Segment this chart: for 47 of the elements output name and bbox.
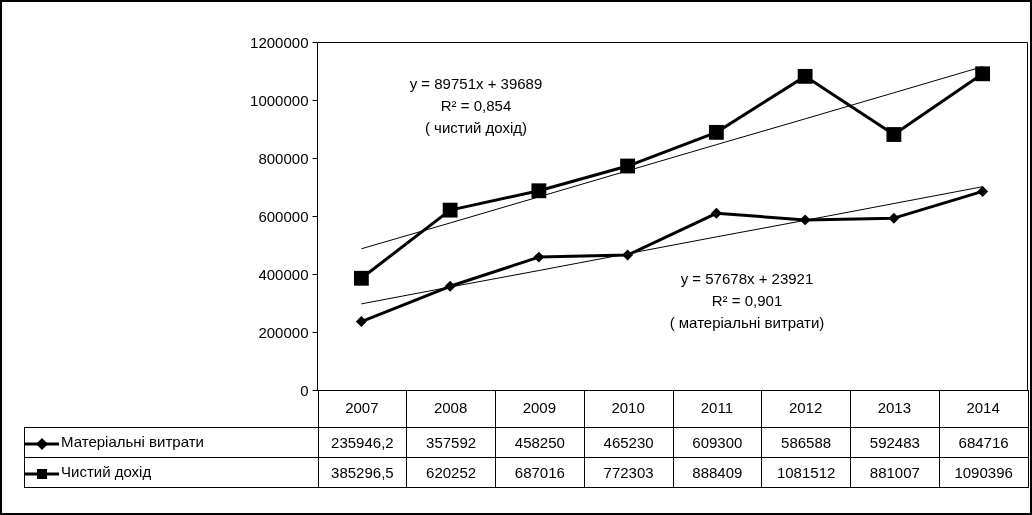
point — [977, 185, 989, 197]
data-label: 881007 — [850, 457, 940, 488]
data-label: 592483 — [850, 427, 940, 458]
x-tick-label: 2008 — [433, 398, 468, 416]
point — [533, 251, 545, 263]
data-label: 620252 — [406, 457, 496, 488]
annotation: y = 89751x + 39689 R² = 0,854 ( чистий дохід) — [409, 75, 543, 136]
point — [531, 183, 547, 199]
point — [888, 212, 900, 224]
x-tick-label: 2013 — [877, 398, 912, 416]
data-label: 684716 — [939, 427, 1028, 458]
y-tick-label: 400000 — [258, 265, 309, 283]
data-label: 687016 — [495, 457, 585, 488]
point — [886, 127, 902, 142]
x-tick-label: 2009 — [522, 398, 557, 416]
data-label: 586588 — [761, 427, 851, 458]
data-label: 465230 — [584, 427, 673, 458]
point — [442, 202, 458, 218]
data-label: 235946,2 — [318, 427, 407, 458]
data-label: 772303 — [584, 457, 673, 488]
y-tick-label: 600000 — [258, 207, 309, 225]
y-tick-label: 1000000 — [250, 91, 309, 109]
x-tick-label: 2007 — [345, 398, 379, 416]
data-label: 458250 — [495, 427, 585, 458]
y-tick-label: 200000 — [258, 323, 309, 341]
point — [708, 124, 724, 140]
point — [797, 68, 813, 84]
point — [710, 207, 722, 219]
y-tick-label: 0 — [300, 381, 309, 399]
x-tick-label: 2014 — [966, 398, 1000, 416]
point — [355, 316, 367, 328]
data-label: 385296,5 — [318, 457, 407, 488]
y-tick-label: 1200000 — [250, 33, 309, 51]
x-tick-label: 2010 — [611, 398, 645, 416]
annotation: y = 57678x + 23921 R² = 0,901 ( матеріальні витрати) — [669, 270, 825, 331]
data-label: 1081512 — [761, 457, 851, 488]
data-label: 888409 — [673, 457, 762, 488]
data-label: 609300 — [673, 427, 762, 458]
y-tick-label: 800000 — [258, 149, 309, 167]
legend-label: Чистий дохід — [61, 463, 152, 481]
data-label: 1090396 — [939, 457, 1028, 488]
legend-label: Матеріальні витрати — [61, 433, 204, 451]
point — [353, 270, 369, 286]
x-tick-label: 2012 — [788, 398, 823, 416]
data-label: 357592 — [406, 427, 496, 458]
point — [975, 66, 991, 82]
x-tick-label: 2011 — [700, 398, 734, 416]
